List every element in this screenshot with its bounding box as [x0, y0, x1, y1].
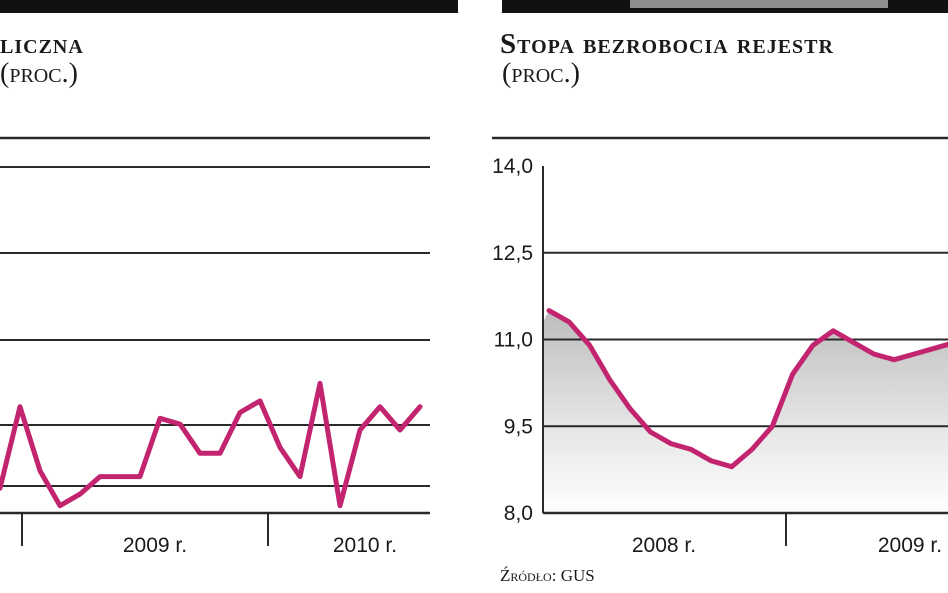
header-bar-left [0, 0, 458, 13]
right-chart-title: Stopa bezrobocia rejestr [500, 28, 834, 60]
right-chart-subtitle: (proc.) [502, 58, 580, 89]
source-note: Źródło: GUS [500, 566, 595, 585]
right-y-tick-label: 9,5 [504, 415, 533, 438]
right-y-tick-label: 8,0 [504, 502, 533, 525]
right-y-tick-label: 11,0 [494, 329, 533, 352]
left-x-tick-label: 2009 r. [123, 534, 187, 557]
right-x-tick-label: 2008 r. [632, 534, 696, 557]
right-y-tick-label: 14,0 [492, 155, 533, 178]
left-chart: 2009 r. 2010 r. [0, 136, 430, 557]
right-series-line [546, 308, 948, 470]
left-x-tick-label: 2010 r. [333, 534, 397, 557]
left-chart-title: liczna [0, 28, 84, 60]
header-bar-right [502, 0, 948, 13]
right-chart: 14,0 12,5 11,0 9,5 8,0 2008 r. 2009 r. [492, 136, 948, 557]
left-series-line [0, 380, 423, 509]
right-x-tick-label: 2009 r. [878, 534, 942, 557]
right-y-tick-label: 12,5 [492, 242, 533, 265]
left-chart-subtitle: (proc.) [0, 58, 78, 89]
right-area-fill [543, 310, 948, 513]
header-bar-right-accent [630, 0, 888, 8]
